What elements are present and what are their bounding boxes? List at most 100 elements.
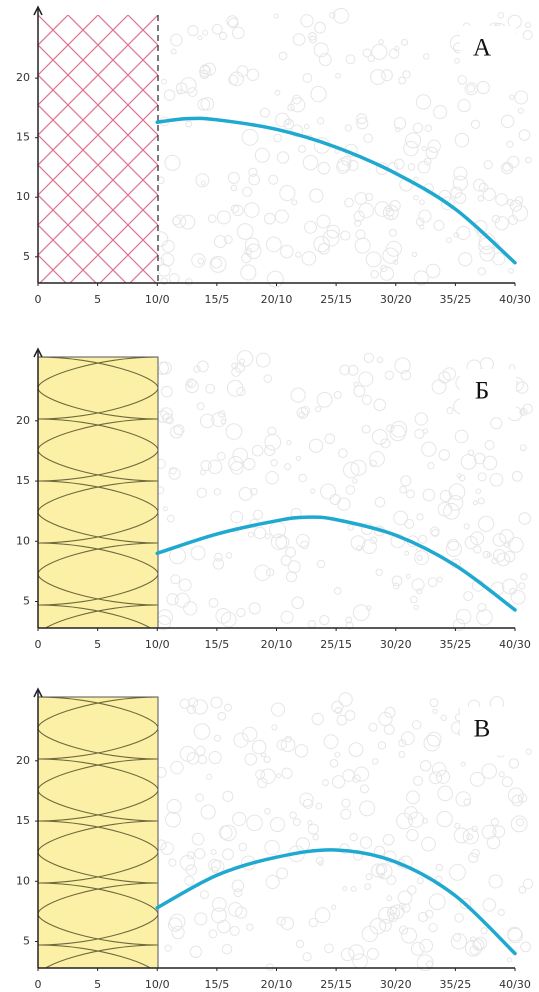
bubble (157, 263, 171, 277)
bubble (435, 863, 444, 872)
bubble (525, 748, 532, 755)
bubble (279, 185, 296, 202)
bubble (255, 352, 271, 368)
bubble (170, 574, 181, 585)
bubble (473, 936, 488, 951)
bubble (207, 459, 223, 475)
bubble (426, 731, 442, 747)
bubble (492, 548, 506, 562)
bubble (401, 903, 411, 913)
bubble (221, 943, 233, 955)
bubble (418, 209, 432, 223)
y-tick-label: 5 (23, 250, 30, 263)
bubble (466, 833, 474, 841)
bubble (280, 610, 294, 624)
bubble (489, 472, 504, 487)
x-tick-label: 25/15 (320, 638, 352, 651)
bubble (490, 417, 503, 430)
bubble (231, 367, 241, 377)
bubble (211, 23, 223, 35)
bubble (285, 118, 292, 125)
bubble (213, 488, 222, 496)
bubble (236, 223, 254, 240)
bubble (394, 357, 411, 374)
bubble (319, 614, 330, 626)
bubble (421, 145, 427, 152)
bubble (289, 811, 297, 819)
bubble (263, 212, 276, 225)
bubble (440, 196, 455, 211)
bubble (276, 867, 289, 880)
bubble (352, 604, 370, 622)
bubble (447, 494, 464, 511)
bubble (349, 832, 358, 842)
bubble (176, 89, 183, 95)
bubble (367, 54, 376, 63)
bubble (298, 144, 306, 153)
bubble (280, 244, 294, 259)
bubble (316, 391, 333, 408)
bubble (209, 255, 227, 273)
bubble (419, 759, 432, 772)
bubble (442, 367, 457, 381)
bubble (369, 450, 385, 467)
bubble (448, 483, 466, 501)
data-line (155, 116, 517, 265)
bubble (187, 87, 198, 97)
bubble (162, 506, 168, 512)
bubble (427, 577, 438, 588)
bubble (233, 888, 243, 898)
bubble (412, 775, 424, 786)
bubble (166, 593, 179, 606)
bubble (199, 890, 209, 900)
bubble (365, 873, 373, 881)
bubble (170, 425, 184, 439)
x-tick-label: 20/10 (261, 978, 293, 991)
bubble (267, 426, 277, 436)
bubble (452, 618, 466, 631)
bubble (423, 53, 430, 60)
bubble (431, 762, 447, 777)
bubble (322, 779, 329, 787)
bubble (376, 356, 384, 364)
bubble (218, 31, 228, 41)
bubble (407, 811, 425, 828)
bubble (186, 851, 195, 860)
bubble (166, 514, 175, 523)
bubble (230, 184, 238, 192)
bubble (270, 702, 286, 717)
bubble (158, 361, 172, 375)
bubble (266, 963, 274, 971)
bubble (309, 188, 324, 203)
bubble (459, 897, 472, 910)
bubble (197, 258, 205, 265)
bubble (280, 916, 295, 931)
bubble (398, 76, 407, 85)
bubble (511, 205, 529, 222)
bubble (379, 872, 385, 878)
bubble (386, 424, 395, 433)
bubble (167, 917, 183, 932)
bubble (507, 536, 524, 553)
bubble (500, 161, 514, 175)
bubble (295, 455, 302, 461)
bubble (416, 554, 423, 561)
bubble (397, 890, 413, 905)
bubble (200, 460, 212, 472)
bubble (287, 103, 295, 112)
bubble (280, 555, 292, 566)
bubble (384, 370, 394, 380)
bubble (390, 420, 408, 438)
bubble (302, 154, 319, 171)
bubble (436, 576, 443, 583)
bubble (197, 754, 208, 765)
bubble (455, 791, 472, 807)
bubble (501, 776, 513, 788)
bubble (174, 592, 190, 608)
wall-insulation (37, 356, 159, 629)
bubble (350, 885, 357, 892)
bubble (164, 154, 181, 171)
bubble (411, 251, 418, 258)
bubble (476, 80, 490, 95)
